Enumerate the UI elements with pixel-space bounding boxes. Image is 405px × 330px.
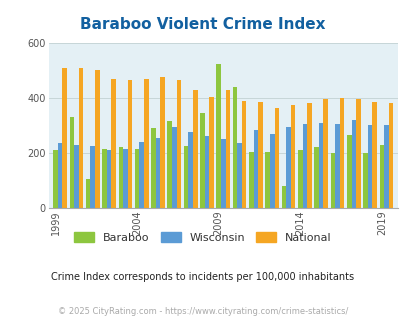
Bar	[269, 134, 274, 208]
Bar	[102, 149, 107, 208]
Bar	[297, 150, 302, 208]
Text: Crime Index corresponds to incidents per 100,000 inhabitants: Crime Index corresponds to incidents per…	[51, 272, 354, 282]
Bar	[134, 149, 139, 208]
Bar	[151, 128, 156, 208]
Bar	[274, 108, 278, 208]
Bar	[346, 135, 351, 208]
Bar	[225, 90, 230, 208]
Bar	[144, 79, 148, 208]
Bar	[371, 102, 376, 208]
Bar	[192, 90, 197, 208]
Bar	[95, 70, 99, 208]
Bar	[307, 103, 311, 208]
Bar	[286, 127, 290, 208]
Bar	[209, 96, 213, 208]
Text: © 2025 CityRating.com - https://www.cityrating.com/crime-statistics/: © 2025 CityRating.com - https://www.city…	[58, 307, 347, 316]
Bar	[172, 127, 176, 208]
Bar	[188, 132, 192, 208]
Bar	[248, 151, 253, 208]
Bar	[362, 153, 367, 208]
Bar	[302, 124, 307, 208]
Bar	[107, 150, 111, 208]
Bar	[90, 146, 95, 208]
Bar	[86, 179, 90, 208]
Bar	[200, 113, 204, 208]
Bar	[290, 105, 295, 208]
Bar	[220, 139, 225, 208]
Bar	[58, 143, 62, 208]
Bar	[367, 125, 371, 208]
Bar	[241, 101, 246, 208]
Bar	[318, 123, 323, 208]
Bar	[265, 151, 269, 208]
Bar	[339, 98, 343, 208]
Bar	[123, 149, 128, 208]
Bar	[79, 68, 83, 208]
Bar	[74, 145, 79, 208]
Bar	[128, 80, 132, 208]
Bar	[253, 129, 258, 208]
Bar	[388, 103, 392, 208]
Bar	[139, 142, 144, 208]
Bar	[313, 148, 318, 208]
Bar	[160, 77, 164, 208]
Bar	[379, 145, 383, 208]
Bar	[232, 87, 237, 208]
Bar	[62, 68, 67, 208]
Legend: Baraboo, Wisconsin, National: Baraboo, Wisconsin, National	[70, 228, 335, 248]
Bar	[351, 120, 355, 208]
Bar	[383, 125, 388, 208]
Bar	[355, 99, 360, 208]
Bar	[258, 102, 262, 208]
Bar	[183, 146, 188, 208]
Bar	[216, 63, 220, 208]
Bar	[69, 117, 74, 208]
Bar	[237, 143, 241, 208]
Bar	[118, 148, 123, 208]
Bar	[156, 138, 160, 208]
Bar	[335, 124, 339, 208]
Text: Baraboo Violent Crime Index: Baraboo Violent Crime Index	[80, 17, 325, 32]
Bar	[176, 80, 181, 208]
Bar	[204, 136, 209, 208]
Bar	[167, 121, 172, 208]
Bar	[53, 150, 58, 208]
Bar	[330, 153, 335, 208]
Bar	[111, 79, 116, 208]
Bar	[323, 99, 327, 208]
Bar	[281, 186, 286, 208]
